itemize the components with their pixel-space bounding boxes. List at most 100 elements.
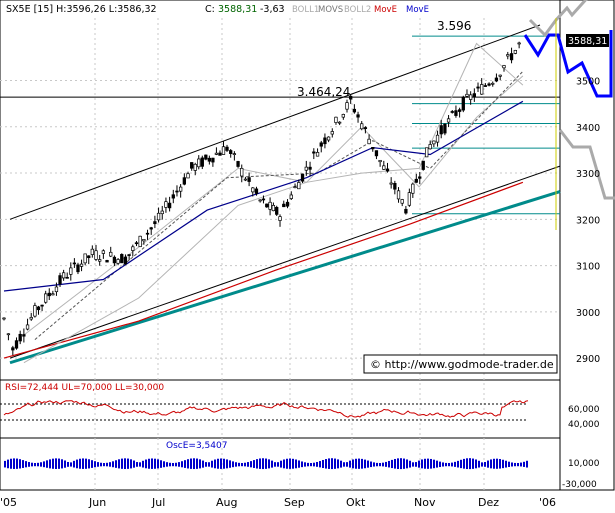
candle-body bbox=[138, 235, 142, 247]
osc-bar bbox=[412, 462, 414, 467]
candle-body bbox=[293, 186, 297, 189]
osc-bar bbox=[226, 459, 228, 469]
candle-body bbox=[98, 259, 102, 262]
osc-bar bbox=[88, 459, 90, 469]
x-tick-label: Jul bbox=[151, 496, 165, 509]
osc-bar bbox=[118, 459, 120, 469]
x-tick-label: Dez bbox=[478, 496, 499, 509]
candle-body bbox=[289, 194, 293, 199]
osc-bar bbox=[127, 458, 129, 469]
header-move-blue: MovE bbox=[406, 5, 429, 15]
osc-bar bbox=[205, 462, 207, 467]
candle-body bbox=[116, 259, 120, 264]
osc-bar bbox=[109, 462, 111, 467]
osc-bar bbox=[172, 462, 174, 467]
osc-bar bbox=[433, 459, 435, 469]
candle-body bbox=[182, 177, 186, 185]
x-tick-label: Sep bbox=[284, 496, 305, 509]
osc-bar bbox=[106, 462, 108, 467]
osc-bar bbox=[250, 461, 252, 468]
osc-bar bbox=[451, 462, 453, 467]
osc-bar bbox=[499, 459, 501, 469]
candle-body bbox=[254, 188, 259, 194]
bollinger-lower-line bbox=[23, 42, 524, 364]
osc-bar bbox=[328, 458, 330, 469]
candle-body bbox=[225, 146, 229, 151]
header-change: -3,63 bbox=[260, 4, 285, 15]
candle-body bbox=[337, 121, 342, 124]
candle-body bbox=[79, 263, 84, 267]
osc-bar bbox=[325, 459, 327, 469]
rsi-tick-60: 60,000 bbox=[568, 405, 600, 415]
osc-bar bbox=[67, 461, 69, 467]
y-tick-label: 2900 bbox=[576, 354, 600, 365]
candle-body bbox=[356, 114, 360, 118]
candle-body bbox=[123, 256, 128, 265]
osc-bar bbox=[28, 462, 30, 467]
osc-bar bbox=[61, 459, 63, 469]
candle-body bbox=[265, 203, 269, 208]
candle-body bbox=[517, 42, 521, 45]
osc-bar bbox=[346, 462, 348, 467]
osc-bar bbox=[352, 459, 354, 469]
osc-bar bbox=[349, 460, 351, 468]
candle-body bbox=[134, 242, 139, 245]
osc-bar bbox=[223, 458, 225, 469]
osc-bar bbox=[310, 462, 312, 467]
osc-bar bbox=[343, 462, 345, 467]
candle-body bbox=[326, 136, 331, 141]
candle-body bbox=[487, 83, 491, 86]
candle-body bbox=[90, 248, 94, 255]
osc-tick-neg30000: -30,000 bbox=[562, 480, 597, 490]
candle-body bbox=[179, 186, 183, 192]
candle-body bbox=[439, 125, 443, 135]
candle-body bbox=[193, 163, 197, 171]
candle-body bbox=[69, 267, 73, 275]
candle-body bbox=[454, 110, 458, 116]
forecast-path-blue bbox=[523, 30, 613, 98]
candle-body bbox=[389, 182, 393, 185]
osc-bar bbox=[145, 459, 147, 469]
osc-bar bbox=[418, 460, 420, 468]
candle-body bbox=[411, 183, 415, 194]
x-tick-label: Aug bbox=[216, 496, 237, 509]
osc-bar bbox=[364, 459, 366, 469]
osc-bar bbox=[490, 459, 492, 469]
y-tick-label: 3500 bbox=[576, 77, 600, 88]
osc-bar bbox=[259, 458, 261, 469]
candle-body bbox=[469, 94, 473, 100]
osc-bar bbox=[337, 459, 339, 469]
price-tag-box bbox=[566, 34, 609, 47]
candle-body bbox=[240, 168, 244, 177]
x-tick-label: '06 bbox=[539, 496, 556, 509]
osc-bar bbox=[133, 460, 135, 468]
candle-body bbox=[44, 293, 48, 303]
osc-bar bbox=[121, 458, 123, 469]
osc-bar bbox=[508, 461, 510, 467]
osc-bar bbox=[469, 458, 471, 470]
osc-bar bbox=[7, 459, 9, 469]
candle-body bbox=[261, 198, 266, 201]
candle-body bbox=[232, 153, 237, 155]
header-ohlc: SX5E [15] H:3596,26 L:3586,32 bbox=[6, 4, 157, 15]
main-panel bbox=[0, 0, 561, 381]
osc-bar bbox=[64, 460, 66, 468]
osc-bar bbox=[367, 460, 369, 468]
candle-body bbox=[153, 221, 157, 225]
candle-body bbox=[297, 182, 301, 190]
candle-body bbox=[315, 152, 320, 157]
candle-body bbox=[190, 162, 194, 169]
osc-bar bbox=[361, 458, 363, 469]
osc-bar bbox=[232, 461, 234, 468]
candle-body bbox=[446, 118, 451, 123]
candle-body bbox=[40, 304, 44, 307]
candle-body bbox=[29, 317, 33, 320]
candle-body bbox=[393, 182, 397, 190]
osc-bar bbox=[238, 462, 240, 467]
osc-bar bbox=[178, 462, 180, 467]
candle-body bbox=[33, 305, 37, 317]
osc-bar bbox=[79, 458, 81, 469]
osc-bar bbox=[43, 461, 45, 468]
osc-bar bbox=[76, 459, 78, 469]
